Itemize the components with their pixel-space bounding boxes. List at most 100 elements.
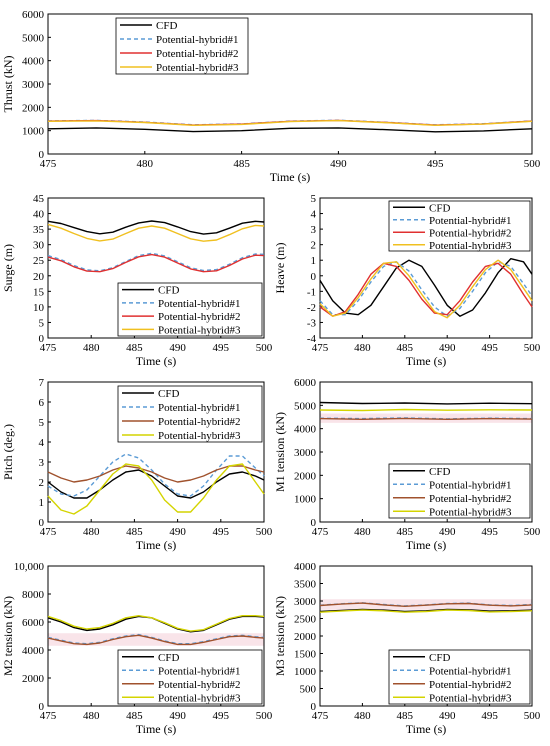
y-tick-label: 5	[311, 193, 317, 205]
x-tick-label: 475	[40, 710, 57, 722]
legend-entry: Potential-hybrid#1	[158, 665, 241, 677]
legend-box	[117, 282, 263, 337]
y-tick-label: -3	[307, 317, 317, 329]
plot-area-m2	[47, 565, 265, 707]
legend-box	[115, 17, 249, 75]
x-tick-label: 475	[40, 526, 57, 538]
x-tick-label: 490	[330, 158, 347, 170]
legend-entry: Potential-hybrid#2	[158, 416, 241, 428]
x-tick-label: 490	[439, 342, 456, 354]
y-axis-label: Surge (m)	[1, 244, 15, 292]
legend-box	[117, 649, 263, 705]
x-tick-label: 485	[397, 710, 414, 722]
legend-entry: Potential-hybrid#3	[158, 430, 241, 442]
legend-entry: CFD	[158, 285, 179, 297]
legend-entry: CFD	[158, 388, 179, 400]
x-tick-label: 480	[137, 158, 154, 170]
legend-entry: Potential-hybrid#2	[158, 679, 241, 691]
x-tick-label: 485	[397, 526, 414, 538]
legend-entry: CFD	[429, 202, 450, 214]
x-tick-label: 495	[481, 342, 498, 354]
y-tick-label: 8000	[22, 589, 45, 601]
legend-entry: Potential-hybrid#3	[429, 692, 512, 704]
legend-entry: Potential-hybrid#3	[158, 324, 241, 336]
x-tick-label: 480	[83, 710, 100, 722]
y-axis-label: Thrust (kN)	[1, 56, 15, 113]
y-tick-label: 1000	[294, 494, 317, 506]
x-tick-label: 495	[213, 710, 230, 722]
series-line-cfd	[47, 127, 533, 133]
y-tick-label: 0	[39, 149, 45, 161]
legend-surge: CFDPotential-hybrid#1Potential-hybrid#2P…	[117, 282, 263, 337]
legend-entry: Potential-hybrid#3	[429, 240, 512, 252]
y-axis-label: M2 tension (kN)	[1, 596, 15, 676]
x-axis-label: Time (s)	[406, 354, 447, 368]
legend-entry: CFD	[429, 466, 450, 478]
y-tick-label: 4000	[22, 56, 45, 68]
legend-entry: Potential-hybrid#2	[429, 493, 512, 505]
x-tick-label: 495	[213, 342, 230, 354]
series-line-potential-hybrid-3	[319, 259, 533, 319]
y-tick-label: 3000	[294, 596, 317, 608]
x-axis-label: Time (s)	[136, 722, 177, 736]
series-line-cfd	[47, 220, 265, 235]
y-tick-label: -2	[307, 302, 316, 314]
y-tick-label: 2	[39, 477, 45, 489]
x-tick-label: 480	[354, 526, 371, 538]
series-line-potential-hybrid-2	[319, 262, 533, 317]
series-line-potential-hybrid-2	[47, 253, 265, 273]
legend-entry: CFD	[158, 652, 179, 664]
series-line-potential-hybrid-2	[47, 634, 265, 646]
y-tick-label: 4	[311, 209, 317, 221]
y-tick-label: 0	[311, 701, 317, 713]
legend-entry: Potential-hybrid#1	[429, 215, 512, 227]
chart-m1: 0 1000 2000 3000 4000 5000 6000 475 480 485 490 495…	[273, 377, 541, 552]
legend-entry: Potential-hybrid#1	[158, 402, 241, 414]
x-tick-label: 480	[354, 710, 371, 722]
legend-entry: Potential-hybrid#2	[158, 311, 241, 323]
y-axis-label: M1 tension (kN)	[273, 412, 287, 492]
y-tick-label: 2000	[294, 631, 317, 643]
x-tick-label: 500	[524, 710, 541, 722]
x-tick-label: 500	[524, 158, 541, 170]
y-tick-label: 45	[33, 193, 45, 205]
y-tick-label: 4	[39, 437, 45, 449]
x-tick-label: 495	[481, 710, 498, 722]
y-tick-label: 25	[33, 255, 45, 267]
y-tick-label: 2000	[22, 673, 45, 685]
chart-m2: 0 2000 4000 6000 8000 10,000 475 480 485 490 495 50…	[1, 561, 273, 736]
x-tick-label: 500	[524, 526, 541, 538]
x-tick-label: 490	[169, 710, 186, 722]
x-tick-label: 485	[126, 710, 143, 722]
legend-box	[388, 463, 531, 519]
x-tick-label: 495	[213, 526, 230, 538]
x-tick-label: 475	[312, 342, 329, 354]
series-line-potential-hybrid-3	[319, 408, 533, 412]
series-line-cfd	[319, 401, 533, 405]
legend-entry: Potential-hybrid#1	[158, 298, 241, 310]
series-line-cfd	[319, 258, 533, 317]
plot-area-pitch	[47, 381, 265, 523]
y-tick-label: 4000	[294, 424, 317, 436]
legend-entry: Potential-hybrid#2	[156, 48, 239, 60]
x-tick-label: 500	[256, 342, 273, 354]
legend-heave: CFDPotential-hybrid#1Potential-hybrid#2P…	[388, 200, 531, 252]
series-line-potential-hybrid-3	[47, 223, 265, 242]
y-tick-label: 15	[33, 286, 45, 298]
x-tick-label: 485	[126, 342, 143, 354]
y-tick-label: 0	[39, 333, 45, 345]
y-tick-label: 40	[33, 209, 45, 221]
x-tick-label: 475	[312, 710, 329, 722]
x-tick-label: 490	[439, 526, 456, 538]
x-tick-label: 480	[354, 342, 371, 354]
y-tick-label: -4	[307, 333, 317, 345]
y-tick-label: 3000	[22, 79, 45, 91]
y-axis-label: Pitch (deg.)	[1, 424, 15, 480]
y-tick-label: 5000	[22, 32, 45, 44]
y-tick-label: 10,000	[14, 561, 45, 573]
y-tick-label: 6000	[294, 377, 317, 389]
y-tick-label: 0	[311, 271, 317, 283]
series-line-potential-hybrid-2	[319, 602, 533, 607]
